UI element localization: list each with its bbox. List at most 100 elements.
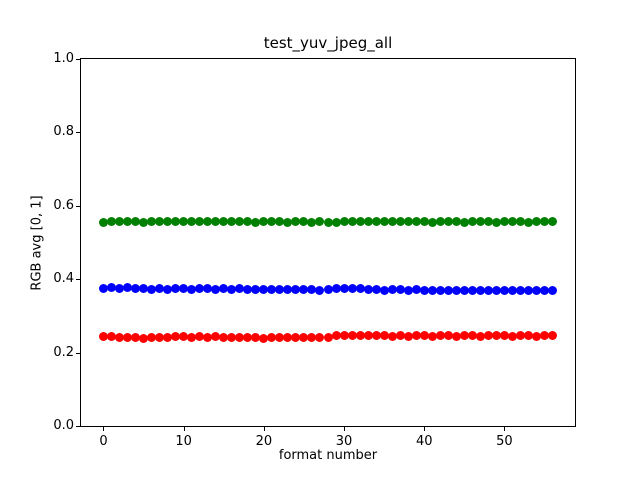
blue-channel-data-point bbox=[419, 285, 429, 295]
red-channel-data-point bbox=[540, 331, 550, 341]
red-channel-data-point bbox=[106, 332, 116, 342]
blue-channel-data-point bbox=[179, 284, 189, 294]
red-channel-data-point bbox=[443, 331, 453, 341]
green-channel-data-point bbox=[227, 217, 237, 227]
y-tick-label: 1.0 bbox=[53, 51, 74, 66]
y-tick-mark bbox=[76, 205, 80, 207]
x-tick-label: 20 bbox=[255, 434, 273, 449]
x-tick-mark bbox=[103, 427, 105, 431]
blue-channel-data-point bbox=[251, 284, 261, 294]
green-channel-data-point bbox=[491, 217, 501, 227]
green-channel-data-point bbox=[179, 216, 189, 226]
y-tick-mark bbox=[76, 279, 80, 281]
green-channel-data-point bbox=[203, 217, 213, 227]
blue-channel-data-point bbox=[275, 284, 285, 294]
green-channel-data-point bbox=[155, 217, 165, 227]
blue-channel-data-point bbox=[491, 286, 501, 296]
x-tick-label: 50 bbox=[496, 434, 513, 449]
green-channel-data-point bbox=[419, 217, 429, 227]
red-channel-data-point bbox=[363, 331, 373, 341]
blue-channel-data-point bbox=[435, 285, 445, 295]
green-channel-data-point bbox=[540, 217, 550, 227]
red-channel-data-point bbox=[259, 333, 269, 343]
blue-channel-data-point bbox=[235, 284, 245, 294]
red-channel-data-point bbox=[515, 331, 525, 341]
green-channel-data-point bbox=[323, 217, 333, 227]
red-channel-data-point bbox=[267, 333, 277, 343]
x-tick-label: 10 bbox=[175, 434, 192, 449]
blue-channel-data-point bbox=[467, 285, 477, 295]
red-channel-data-point bbox=[339, 331, 349, 341]
x-tick-label: 30 bbox=[335, 434, 353, 449]
green-channel-data-point bbox=[523, 217, 533, 227]
blue-channel-data-point bbox=[171, 284, 181, 294]
blue-channel-data-point bbox=[131, 284, 141, 294]
y-tick-label: 0.4 bbox=[53, 271, 74, 287]
blue-channel-data-point bbox=[443, 286, 453, 296]
red-channel-data-point bbox=[243, 333, 253, 343]
green-channel-data-point bbox=[475, 217, 485, 227]
green-channel-data-point bbox=[379, 216, 389, 226]
green-channel-data-point bbox=[291, 217, 301, 227]
green-channel-data-point bbox=[219, 217, 229, 227]
red-channel-data-point bbox=[355, 331, 365, 341]
green-channel-data-point bbox=[267, 216, 277, 226]
x-tick-mark bbox=[424, 427, 426, 431]
red-channel-data-point bbox=[427, 331, 437, 341]
blue-channel-data-point bbox=[483, 285, 493, 295]
blue-channel-data-point bbox=[147, 284, 157, 294]
x-tick-mark bbox=[504, 427, 506, 431]
green-channel-data-point bbox=[515, 217, 525, 227]
red-channel-data-point bbox=[499, 331, 509, 341]
red-channel-data-point bbox=[548, 331, 558, 341]
red-channel-data-point bbox=[467, 331, 477, 341]
blue-channel-data-point bbox=[123, 283, 132, 293]
red-channel-data-point bbox=[379, 331, 389, 341]
green-channel-data-point bbox=[395, 217, 405, 227]
green-channel-data-point bbox=[131, 217, 141, 227]
blue-channel-data-point bbox=[371, 285, 381, 295]
blue-channel-data-point bbox=[403, 285, 413, 295]
blue-channel-data-point bbox=[114, 283, 124, 293]
red-channel-data-point bbox=[483, 331, 493, 341]
blue-channel-data-point bbox=[267, 284, 277, 294]
green-channel-data-point bbox=[411, 217, 421, 227]
green-channel-data-point bbox=[187, 217, 197, 227]
y-tick-label: 0.8 bbox=[53, 124, 74, 140]
red-channel-data-point bbox=[131, 333, 141, 343]
red-channel-data-point bbox=[315, 332, 325, 342]
green-channel-data-point bbox=[114, 217, 124, 227]
blue-channel-data-point bbox=[291, 285, 301, 295]
x-tick-mark bbox=[263, 427, 265, 431]
blue-channel-data-point bbox=[347, 283, 357, 293]
red-channel-data-point bbox=[211, 332, 221, 342]
blue-channel-data-point bbox=[259, 284, 269, 294]
green-channel-data-point bbox=[339, 217, 349, 227]
blue-channel-data-point bbox=[451, 286, 461, 296]
blue-channel-data-point bbox=[411, 285, 421, 295]
red-channel-data-point bbox=[371, 330, 381, 340]
red-channel-data-point bbox=[203, 332, 213, 342]
red-channel-data-point bbox=[195, 332, 205, 342]
blue-channel-data-point bbox=[163, 284, 173, 294]
blue-channel-data-point bbox=[387, 285, 397, 295]
red-channel-data-point bbox=[227, 333, 237, 343]
green-channel-data-point bbox=[387, 217, 397, 227]
x-tick-label: 0 bbox=[99, 434, 108, 449]
green-channel-data-point bbox=[163, 217, 173, 227]
red-channel-data-point bbox=[532, 331, 541, 341]
blue-channel-data-point bbox=[331, 284, 341, 294]
green-channel-data-point bbox=[451, 217, 461, 227]
blue-channel-data-point bbox=[363, 284, 373, 294]
red-channel-data-point bbox=[187, 332, 197, 342]
red-channel-data-point bbox=[451, 331, 461, 341]
blue-channel-data-point bbox=[427, 286, 437, 296]
blue-channel-data-point bbox=[187, 284, 197, 294]
green-channel-data-point bbox=[363, 217, 373, 227]
red-channel-data-point bbox=[403, 331, 413, 341]
red-channel-data-point bbox=[139, 333, 149, 343]
blue-channel-data-point bbox=[532, 286, 541, 296]
blue-channel-data-point bbox=[299, 284, 309, 294]
green-channel-data-point bbox=[106, 217, 116, 227]
blue-channel-data-point bbox=[459, 286, 469, 296]
